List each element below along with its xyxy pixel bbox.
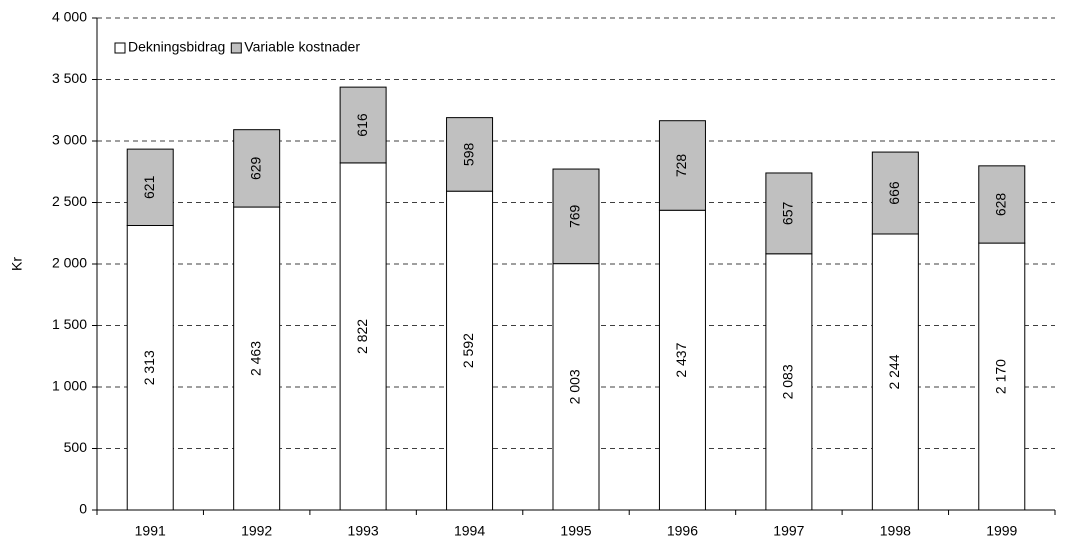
data-label: 2 170 xyxy=(992,359,1008,394)
bar-segment xyxy=(871,233,919,511)
bar-segment xyxy=(871,151,919,235)
legend-swatch xyxy=(230,42,242,54)
y-tick-label: 2 500 xyxy=(52,193,87,209)
data-label: 2 003 xyxy=(567,369,583,404)
legend-swatch xyxy=(114,42,126,54)
y-tick-label: 500 xyxy=(64,439,88,455)
data-label: 769 xyxy=(567,204,583,228)
y-tick-label: 4 000 xyxy=(52,9,87,25)
data-label: 628 xyxy=(992,193,1008,217)
data-label: 657 xyxy=(780,201,796,225)
data-label: 2 463 xyxy=(247,341,263,376)
bar-segment xyxy=(446,190,494,511)
bar-segment xyxy=(658,209,706,511)
data-label: 728 xyxy=(673,154,689,178)
bar-segment xyxy=(233,206,281,511)
data-label: 621 xyxy=(141,175,157,199)
x-tick-label: 1998 xyxy=(880,523,911,539)
y-tick-label: 0 xyxy=(79,501,87,517)
x-tick-label: 1994 xyxy=(454,523,485,539)
data-label: 2 592 xyxy=(460,333,476,368)
bar-segment xyxy=(339,86,387,164)
data-label: 666 xyxy=(886,181,902,205)
data-label: 2 437 xyxy=(673,342,689,377)
bar-segment xyxy=(552,168,600,265)
bar-segment xyxy=(978,242,1026,511)
bar-segment xyxy=(126,225,174,511)
x-tick-label: 1993 xyxy=(348,523,379,539)
y-axis-label: Kr xyxy=(9,257,25,271)
y-tick-label: 1 000 xyxy=(52,378,87,394)
bar-segment xyxy=(978,165,1026,244)
data-label: 629 xyxy=(247,156,263,180)
bar-segment xyxy=(765,172,813,255)
bar-segment xyxy=(126,148,174,227)
data-label: 2 244 xyxy=(886,354,902,389)
bar-segment xyxy=(658,120,706,211)
data-label: 2 822 xyxy=(354,319,370,354)
y-tick-label: 3 500 xyxy=(52,70,87,86)
legend-label: Dekningsbidrag xyxy=(128,39,225,55)
bar-segment xyxy=(233,129,281,208)
bar-segment xyxy=(552,263,600,511)
x-tick-label: 1992 xyxy=(241,523,272,539)
legend-label: Variable kostnader xyxy=(244,39,360,55)
bar-segment xyxy=(446,117,494,192)
x-tick-label: 1996 xyxy=(667,523,698,539)
y-tick-label: 2 000 xyxy=(52,255,87,271)
y-tick-label: 1 500 xyxy=(52,316,87,332)
x-tick-label: 1997 xyxy=(773,523,804,539)
data-label: 598 xyxy=(460,143,476,167)
x-tick-label: 1999 xyxy=(986,523,1017,539)
data-label: 2 313 xyxy=(141,350,157,385)
data-label: 2 083 xyxy=(780,364,796,399)
x-tick-label: 1995 xyxy=(560,523,591,539)
bar-segment xyxy=(765,253,813,511)
x-tick-label: 1991 xyxy=(135,523,166,539)
data-label: 616 xyxy=(354,113,370,137)
y-tick-label: 3 000 xyxy=(52,132,87,148)
